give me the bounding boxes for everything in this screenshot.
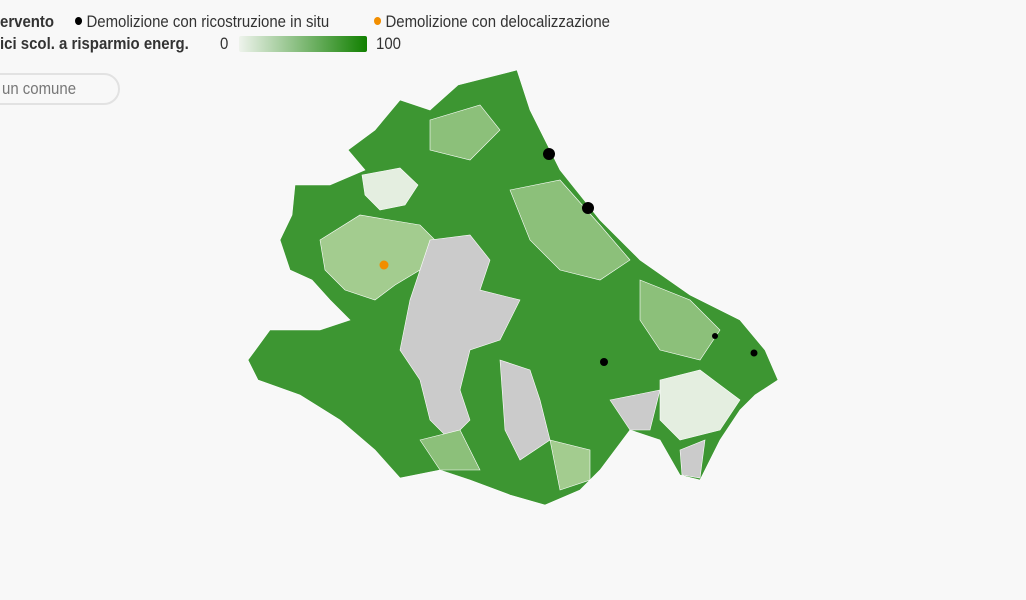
municipality-light[interactable]	[319, 214, 441, 301]
municipality-mid[interactable]	[639, 279, 721, 361]
marker-in-situ[interactable]	[750, 349, 758, 357]
region-outline[interactable]	[247, 69, 779, 506]
legend-label: Demolizione con ricostruzione in situ	[86, 12, 330, 31]
search-comune-input[interactable]: un comune	[0, 73, 120, 105]
search-placeholder: un comune	[2, 79, 77, 98]
marker-delocalizzazione[interactable]	[379, 260, 389, 270]
municipality-mid[interactable]	[509, 179, 631, 281]
marker-in-situ[interactable]	[600, 358, 608, 366]
municipality-nodata[interactable]	[399, 234, 521, 441]
color-scale-bar	[239, 36, 367, 52]
black-dot-icon	[75, 17, 83, 25]
legend-scale-title: ici scol. a risparmio energ.	[0, 34, 189, 53]
orange-dot-icon	[374, 17, 382, 25]
legend-item-in-situ: Demolizione con ricostruzione in situ	[75, 12, 329, 32]
legend-type-title: ervento	[0, 12, 55, 31]
marker-in-situ[interactable]	[582, 202, 594, 214]
municipality-mid[interactable]	[419, 429, 481, 471]
municipality-nodata[interactable]	[499, 359, 551, 461]
legend-item-delocalizzazione: Demolizione con delocalizzazione	[374, 12, 610, 32]
municipality-nodata[interactable]	[609, 389, 661, 431]
legend-label: Demolizione con delocalizzazione	[385, 12, 610, 31]
municipality-nodata[interactable]	[679, 439, 706, 479]
municipality-light[interactable]	[549, 439, 591, 491]
municipality-pale[interactable]	[659, 369, 741, 441]
scale-min: 0	[220, 34, 229, 53]
scale-max: 100	[376, 34, 401, 53]
marker-in-situ[interactable]	[543, 148, 555, 160]
marker-in-situ[interactable]	[712, 333, 718, 339]
municipality-mid[interactable]	[429, 104, 501, 161]
municipality-pale[interactable]	[361, 167, 419, 211]
